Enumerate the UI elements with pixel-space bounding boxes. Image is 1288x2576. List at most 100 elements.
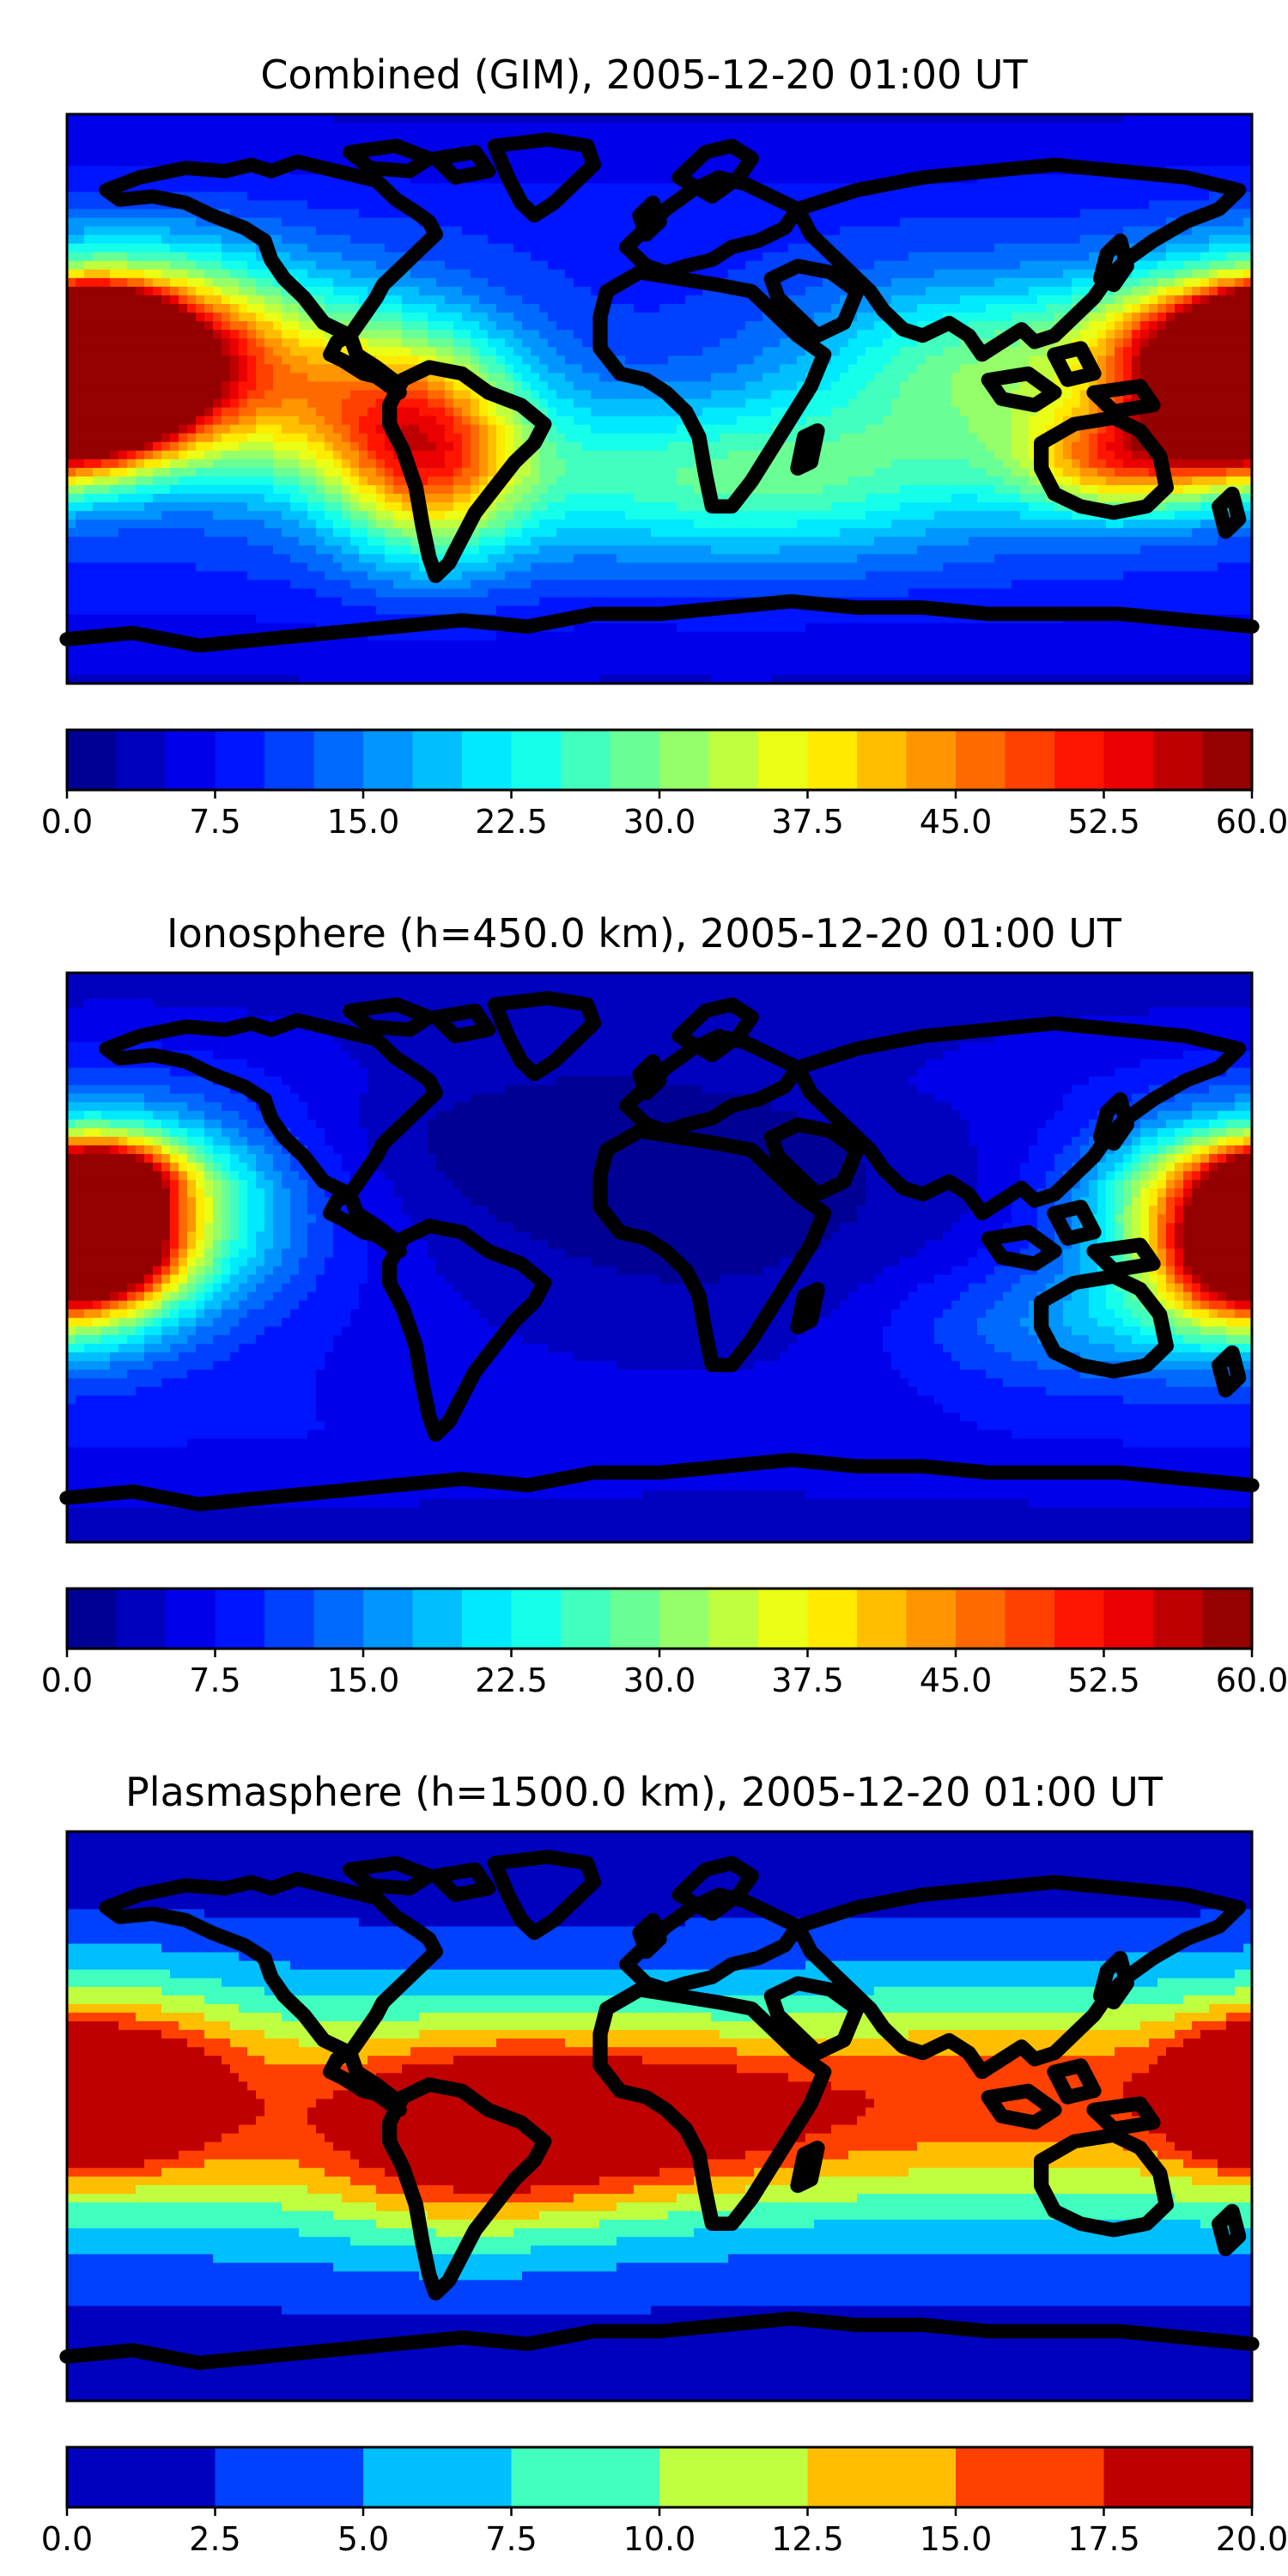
tec-cell — [316, 494, 325, 503]
tec-cell — [634, 140, 643, 149]
tec-cell — [136, 562, 145, 572]
tec-cell — [299, 114, 308, 124]
tec-cell — [179, 468, 188, 477]
tec-cell — [153, 425, 162, 434]
tec-cell — [410, 562, 420, 572]
tec-cell — [282, 649, 291, 659]
tec-cell — [76, 494, 85, 503]
tec-cell — [505, 321, 514, 331]
tec-cell — [153, 485, 162, 495]
tec-cell — [333, 442, 343, 452]
tec-cell — [651, 140, 660, 149]
tec-cell — [247, 623, 257, 633]
tec-cell — [110, 511, 119, 520]
tec-cell — [582, 330, 592, 339]
tec-cell — [651, 658, 660, 667]
tec-cell — [307, 494, 317, 503]
tec-cell — [599, 373, 609, 382]
tec-cell — [299, 174, 308, 184]
tec-cell — [187, 416, 197, 426]
tec-cell — [471, 434, 480, 443]
tec-cell — [307, 571, 317, 580]
tec-cell — [161, 123, 171, 132]
tec-cell — [376, 528, 386, 538]
tec-cell — [350, 270, 360, 279]
tec-cell — [591, 494, 600, 503]
tec-cell — [574, 304, 583, 313]
tec-cell — [359, 434, 368, 443]
tec-cell — [496, 434, 506, 443]
tec-cell — [677, 218, 686, 228]
tec-cell — [230, 571, 240, 580]
tec-cell — [110, 252, 119, 262]
tec-cell — [136, 606, 145, 616]
tec-cell — [410, 313, 420, 322]
tec-cell — [702, 666, 712, 676]
tec-cell — [565, 355, 574, 365]
tec-cell — [556, 166, 566, 175]
tec-cell — [368, 598, 377, 607]
tec-cell — [368, 649, 377, 659]
tec-cell — [582, 287, 592, 296]
tec-cell — [462, 313, 471, 322]
tec-cell — [299, 131, 308, 141]
tec-cell — [187, 511, 197, 520]
tec-cell — [247, 313, 257, 322]
tec-cell — [307, 244, 317, 253]
tec-cell — [419, 442, 428, 452]
tec-cell — [76, 434, 85, 443]
tec-cell — [325, 373, 334, 382]
tec-cell — [316, 580, 325, 589]
tec-cell — [264, 477, 274, 486]
tec-cell — [445, 210, 454, 219]
tec-cell — [462, 210, 471, 219]
tec-cell — [118, 666, 128, 676]
tec-cell — [608, 434, 617, 443]
tec-cell — [445, 390, 454, 399]
tec-cell — [273, 425, 283, 434]
tec-cell — [179, 589, 188, 598]
tec-cell — [591, 399, 600, 409]
tec-cell — [522, 373, 532, 382]
tec-cell — [677, 321, 686, 331]
tec-cell — [445, 468, 454, 477]
tec-cell — [239, 390, 248, 399]
tec-cell — [531, 183, 540, 192]
tec-cell — [282, 511, 291, 520]
tec-cell — [685, 623, 695, 633]
tec-cell — [204, 658, 214, 667]
tec-cell — [350, 528, 360, 538]
tec-cell — [316, 408, 325, 417]
tec-cell — [385, 235, 394, 245]
tec-cell — [76, 658, 85, 667]
tec-cell — [67, 355, 76, 365]
tec-cell — [67, 416, 76, 426]
tec-cell — [67, 666, 76, 676]
tec-cell — [342, 641, 351, 650]
tec-cell — [93, 270, 102, 279]
tec-cell — [685, 381, 695, 391]
tec-cell — [222, 390, 231, 399]
tec-cell — [436, 191, 446, 201]
tec-cell — [93, 399, 102, 409]
tec-cell — [76, 615, 85, 624]
tec-cell — [170, 468, 179, 477]
tec-cell — [101, 580, 111, 589]
tec-cell — [582, 227, 592, 236]
tec-cell — [393, 562, 403, 572]
tec-cell — [170, 537, 179, 546]
tec-cell — [179, 244, 188, 253]
tec-cell — [410, 641, 420, 650]
tec-cell — [428, 330, 437, 339]
tec-cell — [179, 606, 188, 616]
tec-cell — [187, 571, 197, 580]
tec-cell — [522, 658, 532, 667]
tec-cell — [179, 355, 188, 365]
tec-cell — [385, 252, 394, 262]
tec-cell — [711, 451, 720, 460]
tec-cell — [479, 131, 489, 141]
tec-cell — [453, 477, 463, 486]
tec-cell — [222, 666, 231, 676]
tec-cell — [187, 140, 197, 149]
tec-cell — [118, 649, 128, 659]
